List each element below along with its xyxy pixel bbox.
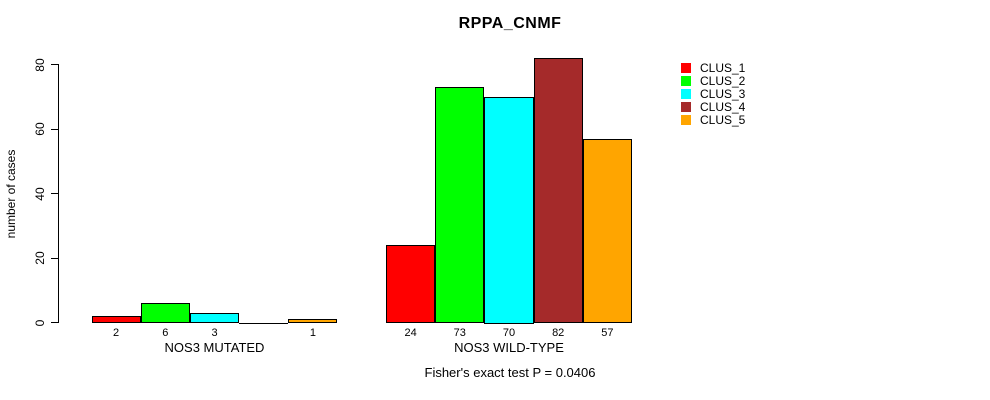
y-axis-tick (51, 322, 58, 323)
legend-item-clus_5: CLUS_5 (681, 114, 771, 127)
y-axis-tick-label: 40 (33, 186, 47, 201)
y-axis-tick (51, 257, 58, 259)
legend-item-clus_1: CLUS_1 (681, 62, 771, 75)
bar-clus_2 (435, 87, 485, 324)
y-axis-tick (51, 128, 58, 130)
legend-swatch-clus_2 (681, 76, 691, 86)
bar-clus_5 (288, 319, 338, 324)
legend-label: CLUS_3 (700, 87, 746, 101)
y-axis-line (58, 64, 59, 323)
bar-clus_5 (582, 138, 632, 324)
bar-clus_2 (140, 303, 190, 324)
bar-value-label: 1 (309, 327, 316, 339)
bar-value-label: 24 (404, 327, 417, 339)
legend-item-clus_2: CLUS_2 (681, 75, 771, 88)
y-axis-tick (51, 64, 58, 65)
bar-clus_4 (533, 58, 583, 324)
legend-swatch-clus_1 (681, 63, 691, 73)
legend-label: CLUS_5 (700, 113, 746, 127)
bar-clus_4-zero (239, 322, 289, 324)
y-axis-label: number of cases (4, 149, 18, 239)
legend-label: CLUS_2 (700, 74, 746, 88)
y-axis-tick-label: 20 (33, 251, 47, 265)
y-axis-tick (51, 193, 58, 194)
bar-value-label: 2 (113, 327, 120, 339)
legend-swatch-clus_5 (681, 115, 691, 125)
y-axis-tick-label: 0 (33, 319, 47, 326)
legend-swatch-clus_4 (681, 102, 691, 112)
bar-value-label: 3 (211, 327, 218, 339)
bar-value-label: 6 (162, 327, 169, 339)
fisher-test-annotation: Fisher's exact test P = 0.0406 (424, 365, 596, 380)
legend-item-clus_4: CLUS_4 (681, 101, 771, 114)
y-axis-tick-label: 60 (33, 122, 47, 136)
group-label: NOS3 WILD-TYPE (454, 340, 564, 355)
bar-clus_1 (386, 245, 436, 324)
y-axis-tick-label: 80 (33, 57, 47, 72)
legend-label: CLUS_4 (700, 100, 746, 114)
bar-value-label: 57 (601, 327, 614, 339)
bar-value-label: 82 (552, 327, 565, 339)
group-label: NOS3 MUTATED (164, 340, 265, 355)
bar-clus_1 (91, 316, 141, 324)
bar-clus_3 (189, 312, 240, 324)
bar-value-label: 73 (453, 327, 466, 339)
legend-label: CLUS_1 (700, 61, 746, 75)
bar-value-label: 70 (502, 327, 516, 339)
bar-clus_3 (484, 96, 534, 324)
legend-item-clus_3: CLUS_3 (681, 88, 771, 101)
chart-title: RPPA_CNMF (458, 15, 562, 32)
legend-swatch-clus_3 (681, 89, 691, 99)
